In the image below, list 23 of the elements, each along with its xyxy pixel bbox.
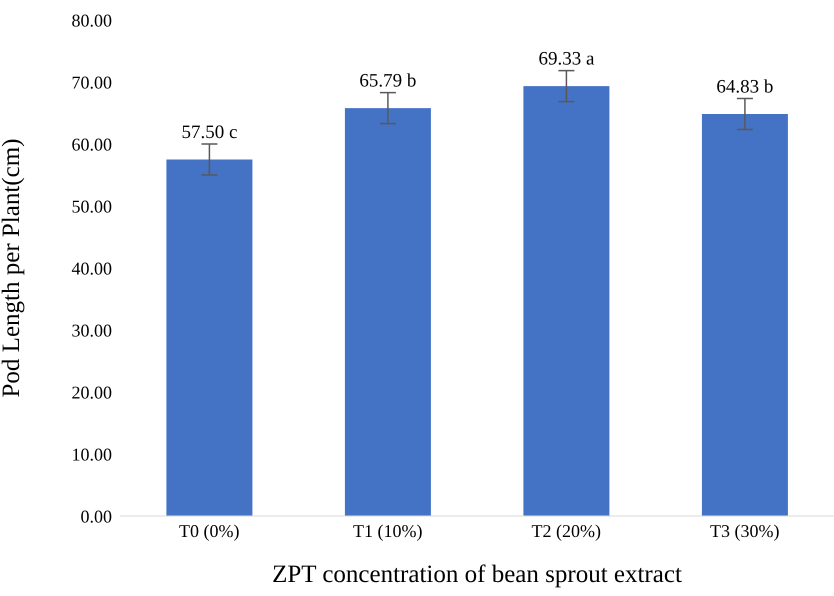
data-label: 64.83 b: [716, 76, 774, 98]
bar: [166, 160, 252, 516]
x-tick-label: T3 (30%): [710, 520, 780, 541]
y-tick-label: 60.00: [72, 134, 112, 154]
y-tick-label: 50.00: [72, 196, 112, 216]
x-axis-title: ZPT concentration of bean sprout extract: [272, 561, 682, 588]
y-tick-label: 0.00: [80, 506, 112, 526]
y-tick-label: 80.00: [72, 10, 112, 30]
y-tick-label: 40.00: [72, 258, 112, 278]
data-label: 69.33 a: [538, 48, 595, 70]
x-tick-label: T2 (20%): [532, 520, 601, 541]
y-tick-label: 30.00: [72, 320, 112, 340]
y-tick-label: 70.00: [72, 72, 112, 92]
bar: [702, 114, 788, 516]
bar: [523, 86, 610, 516]
bar: [344, 108, 431, 516]
x-tick-label: T0 (0%): [179, 520, 240, 541]
data-label: 57.50 c: [181, 122, 238, 143]
y-tick-label: 10.00: [72, 444, 112, 464]
x-tick-label: T1 (10%): [353, 520, 422, 541]
y-axis-title: Pod Length per Plant(cm): [0, 138, 25, 398]
data-label: 65.79 b: [359, 70, 416, 92]
y-tick-label: 20.00: [72, 382, 112, 402]
